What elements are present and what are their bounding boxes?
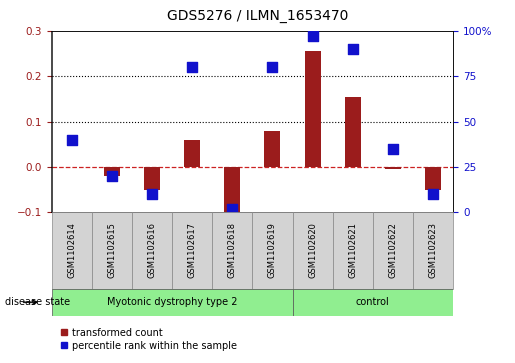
Text: GSM1102623: GSM1102623 xyxy=(428,223,438,278)
Point xyxy=(389,146,397,152)
Text: GDS5276 / ILMN_1653470: GDS5276 / ILMN_1653470 xyxy=(167,9,348,23)
Text: GSM1102620: GSM1102620 xyxy=(308,223,317,278)
Point xyxy=(268,64,277,70)
Bar xyxy=(144,167,160,189)
Bar xyxy=(304,51,321,167)
Bar xyxy=(224,167,241,226)
Bar xyxy=(252,212,293,289)
Bar xyxy=(92,212,132,289)
Point xyxy=(108,173,116,179)
Legend: transformed count, percentile rank within the sample: transformed count, percentile rank withi… xyxy=(56,324,241,355)
Text: GSM1102619: GSM1102619 xyxy=(268,223,277,278)
Text: GSM1102615: GSM1102615 xyxy=(107,223,116,278)
Point xyxy=(228,206,236,212)
Bar xyxy=(345,97,361,167)
Text: disease state: disease state xyxy=(5,297,70,307)
Point xyxy=(349,46,357,52)
Bar xyxy=(425,167,441,189)
Bar xyxy=(264,131,281,167)
Point xyxy=(429,191,437,197)
Text: GSM1102621: GSM1102621 xyxy=(348,223,357,278)
Text: GSM1102614: GSM1102614 xyxy=(67,223,76,278)
Bar xyxy=(373,212,413,289)
Text: GSM1102616: GSM1102616 xyxy=(147,223,157,278)
Bar xyxy=(212,212,252,289)
Text: GSM1102618: GSM1102618 xyxy=(228,223,237,278)
Point xyxy=(148,191,156,197)
Text: Myotonic dystrophy type 2: Myotonic dystrophy type 2 xyxy=(107,297,237,307)
Bar xyxy=(52,212,92,289)
Bar xyxy=(413,212,453,289)
Point xyxy=(188,64,196,70)
Bar xyxy=(184,140,200,167)
Text: control: control xyxy=(356,297,390,307)
Bar xyxy=(385,167,401,169)
Text: GSM1102617: GSM1102617 xyxy=(187,223,197,278)
Point xyxy=(67,137,76,143)
Bar xyxy=(172,212,212,289)
Bar xyxy=(293,212,333,289)
Bar xyxy=(132,212,172,289)
Bar xyxy=(293,289,453,316)
Text: GSM1102622: GSM1102622 xyxy=(388,223,398,278)
Bar xyxy=(104,167,120,176)
Bar xyxy=(52,289,293,316)
Point xyxy=(308,33,317,39)
Bar xyxy=(333,212,373,289)
